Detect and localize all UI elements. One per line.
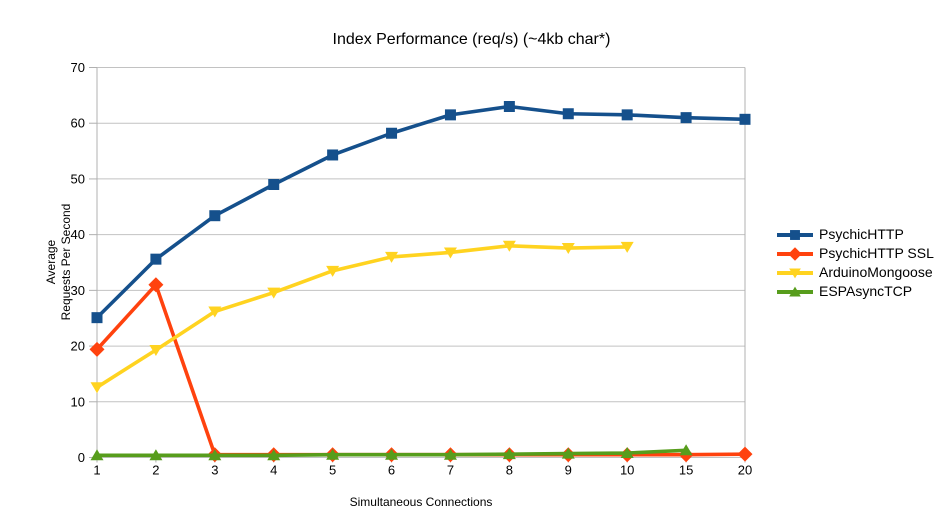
gridlines <box>97 67 745 458</box>
x-axis: 1 2 3 4 5 6 7 8 9 10 15 20 <box>93 457 752 478</box>
chart-title: Index Performance (req/s) (~4kb char*) <box>332 31 611 48</box>
y-axis: 0 10 20 30 40 50 60 70 <box>71 60 746 465</box>
y-tick-label: 40 <box>71 227 85 242</box>
legend-label: ESPAsyncTCP <box>819 283 913 299</box>
y-tick-label: 10 <box>71 394 85 409</box>
x-tick-label: 4 <box>270 463 277 478</box>
legend-item-psychichttp: PsychicHTTP <box>776 227 934 242</box>
series-ArduinoMongoose <box>90 240 634 394</box>
series-PsychicHTTP SSL <box>89 277 753 463</box>
x-tick-label: 2 <box>152 463 159 478</box>
x-tick-label: 8 <box>506 463 513 478</box>
y-tick-label: 70 <box>71 60 85 75</box>
x-axis-title: Simultaneous Connections <box>349 495 493 509</box>
x-tick-label: 10 <box>620 463 634 478</box>
legend-triangle-down-marker-icon <box>777 268 813 278</box>
x-tick-label: 1 <box>93 463 100 478</box>
x-tick-label: 9 <box>565 463 572 478</box>
y-tick-label: 0 <box>78 450 85 465</box>
y-tick-label: 30 <box>71 283 85 298</box>
x-tick-label: 20 <box>738 463 752 478</box>
legend-item-espasynctcp: ESPAsyncTCP <box>776 284 934 299</box>
y-tick-label: 20 <box>71 339 85 354</box>
legend-item-psychichttp-ssl: PsychicHTTP SSL <box>776 246 934 261</box>
x-tick-label: 5 <box>329 463 336 478</box>
legend-label: PsychicHTTP SSL <box>819 245 934 261</box>
series-ESPAsyncTCP <box>90 444 693 461</box>
x-tick-label: 3 <box>211 463 218 478</box>
legend-label: ArduinoMongoose <box>819 264 933 280</box>
x-tick-label: 6 <box>388 463 395 478</box>
x-tick-label: 15 <box>679 463 693 478</box>
legend-square-marker-icon <box>777 229 813 240</box>
legend-item-arduinomongoose: ArduinoMongoose <box>776 265 934 280</box>
legend-diamond-marker-icon <box>777 246 813 261</box>
legend: PsychicHTTP PsychicHTTP SSL ArduinoMongo… <box>776 227 934 299</box>
x-tick-label: 7 <box>447 463 454 478</box>
legend-triangle-up-marker-icon <box>777 286 813 296</box>
series-PsychicHTTP <box>91 101 751 324</box>
y-tick-label: 50 <box>71 171 85 186</box>
y-tick-label: 60 <box>71 116 85 131</box>
legend-label: PsychicHTTP <box>819 226 904 242</box>
